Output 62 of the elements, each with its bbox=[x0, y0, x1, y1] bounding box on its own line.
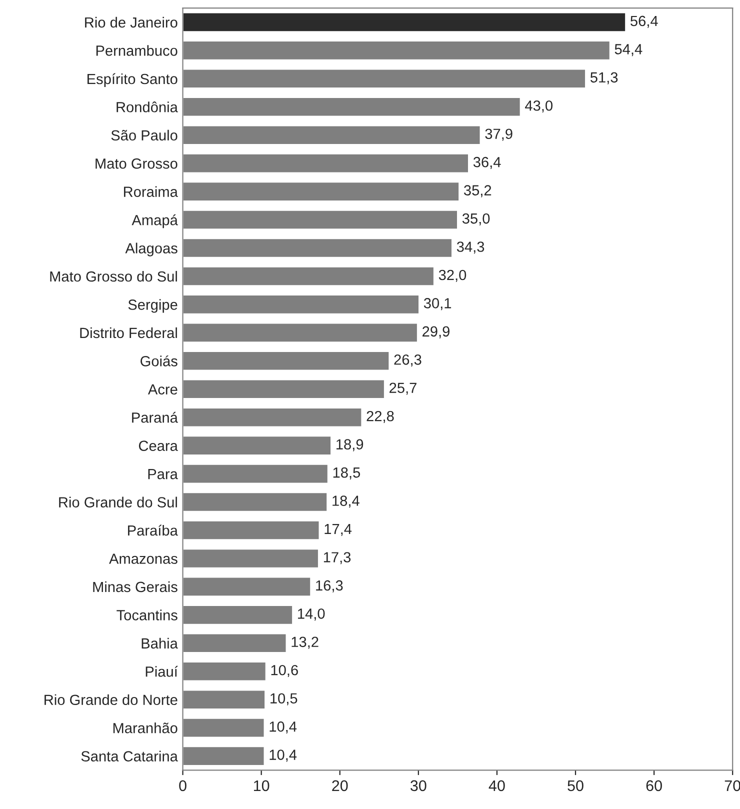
y-tick-label: Ceara bbox=[138, 440, 178, 452]
y-tick-label: Rio de Janeiro bbox=[85, 16, 178, 28]
data-label: 18,5 bbox=[333, 467, 360, 480]
y-tick-label: Amazonas bbox=[109, 554, 178, 564]
x-tick-label: 40 bbox=[488, 780, 505, 792]
data-label: 18,4 bbox=[332, 496, 360, 508]
y-tick-label: Sergipe bbox=[128, 299, 178, 313]
y-tick-label: Bahia bbox=[142, 638, 178, 649]
data-label: 34,3 bbox=[456, 242, 484, 254]
y-tick-label: Paraíba bbox=[128, 524, 178, 536]
data-label: 14,0 bbox=[298, 608, 325, 621]
data-label: 56,4 bbox=[630, 16, 658, 28]
y-tick-label: Maranhão bbox=[113, 722, 178, 734]
data-label: 10,4 bbox=[270, 721, 297, 734]
y-tick-label: Rio Grande do Norte bbox=[44, 694, 178, 706]
y-tick-label: Acre bbox=[148, 384, 178, 395]
data-label: 10,4 bbox=[270, 750, 297, 762]
bar bbox=[182, 12, 626, 32]
data-label: 13,2 bbox=[292, 636, 318, 649]
y-tick-label: Piauí bbox=[146, 666, 178, 677]
data-label: 35,2 bbox=[464, 185, 492, 198]
y-tick-label: Pernambuco bbox=[96, 45, 178, 56]
y-tick-label: Roraima bbox=[124, 186, 178, 197]
data-label: 25,7 bbox=[390, 382, 416, 395]
data-label: 22,8 bbox=[366, 410, 394, 423]
y-tick-label: Mato Grosso do Sul bbox=[50, 270, 177, 282]
x-tick-label: 20 bbox=[332, 780, 348, 792]
x-tick-label: 10 bbox=[254, 780, 270, 792]
data-label: 17,4 bbox=[324, 524, 352, 536]
data-label: 26,3 bbox=[394, 354, 422, 367]
y-tick-label: Tocantins bbox=[116, 610, 178, 620]
y-tick-label: Mato Grosso bbox=[96, 158, 178, 169]
y-tick-label: Espírito Santo bbox=[88, 73, 178, 88]
y-tick-label: São Paulo bbox=[111, 130, 178, 141]
data-label: 29,9 bbox=[422, 326, 450, 338]
data-label: 35,0 bbox=[462, 213, 490, 226]
y-tick-label: Distrito Federal bbox=[80, 327, 177, 338]
y-tick-label: Para bbox=[148, 469, 178, 480]
y-tick-label: Santa Catarina bbox=[81, 750, 178, 762]
data-label: 17,3 bbox=[324, 552, 351, 564]
x-tick-label: 50 bbox=[568, 780, 584, 792]
x-tick-label: 30 bbox=[410, 780, 426, 792]
data-label: 10,6 bbox=[271, 664, 298, 678]
y-tick-label: Paraná bbox=[132, 412, 178, 423]
y-tick-label: Amapá bbox=[132, 214, 178, 228]
data-label: 37,9 bbox=[485, 128, 512, 141]
data-label: 10,5 bbox=[270, 693, 298, 706]
y-tick-label: Minas Gerais bbox=[93, 581, 178, 592]
data-label: 30,1 bbox=[424, 298, 452, 310]
data-label: 18,9 bbox=[336, 439, 364, 452]
y-tick-label: Goiás bbox=[140, 355, 178, 366]
data-label: 36,4 bbox=[473, 156, 501, 169]
data-label: 43,0 bbox=[525, 100, 553, 113]
data-label: 16,3 bbox=[316, 580, 343, 592]
data-label: 54,4 bbox=[614, 44, 642, 56]
data-label: 32,0 bbox=[438, 270, 466, 282]
y-tick-label: Rondônia bbox=[116, 102, 178, 112]
y-tick-label: Rio Grande do Sul bbox=[59, 496, 177, 508]
y-tick-label: Alagoas bbox=[125, 242, 178, 256]
data-label: 51,3 bbox=[590, 72, 618, 84]
x-tick-label: 60 bbox=[646, 780, 662, 792]
x-tick-label: 0 bbox=[179, 780, 186, 792]
